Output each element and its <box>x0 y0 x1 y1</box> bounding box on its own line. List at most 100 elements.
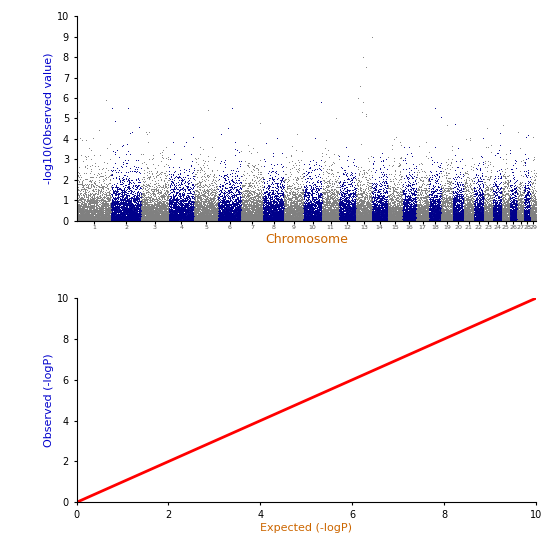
Point <box>316 196 325 205</box>
Point <box>194 203 202 211</box>
Point <box>427 216 436 224</box>
Point <box>206 213 215 222</box>
Point <box>216 216 224 225</box>
Point <box>408 206 417 215</box>
Point <box>502 205 510 213</box>
Point <box>386 183 394 192</box>
Point <box>360 204 369 213</box>
Point <box>144 214 153 223</box>
Point <box>194 201 202 210</box>
Point <box>101 211 110 220</box>
Point <box>345 212 354 221</box>
Point <box>371 215 380 224</box>
Point <box>453 205 462 213</box>
Point <box>480 194 489 203</box>
Point <box>359 206 368 215</box>
Point <box>216 211 225 219</box>
Point <box>429 205 438 214</box>
Point <box>234 207 243 216</box>
Point <box>520 205 528 214</box>
Point <box>496 216 505 224</box>
Point <box>92 486 101 495</box>
Point <box>461 215 470 223</box>
Point <box>210 194 218 203</box>
Point <box>319 205 328 213</box>
Point <box>136 216 144 225</box>
Point <box>489 203 498 211</box>
Point <box>200 214 208 223</box>
Point <box>197 186 206 195</box>
Point <box>197 206 206 215</box>
Point <box>230 207 238 216</box>
Point <box>113 213 122 222</box>
Point <box>115 212 124 221</box>
Point <box>97 171 106 180</box>
Point <box>90 215 98 224</box>
Point <box>88 489 97 498</box>
Point <box>155 209 164 217</box>
Point <box>287 196 295 205</box>
Point <box>141 198 150 207</box>
Point <box>253 206 261 215</box>
Point <box>358 173 367 182</box>
Point <box>224 203 233 212</box>
Point <box>334 209 342 217</box>
Point <box>399 195 408 204</box>
Point <box>420 212 428 221</box>
Point <box>253 192 262 200</box>
Point <box>131 464 139 473</box>
Point <box>76 204 85 212</box>
Point <box>256 181 265 190</box>
Point <box>174 213 183 222</box>
Point <box>440 216 449 224</box>
Point <box>522 216 531 224</box>
Point <box>231 212 240 221</box>
Point <box>289 206 298 215</box>
Point <box>352 212 361 221</box>
Point <box>186 206 195 215</box>
Point <box>172 210 181 219</box>
Point <box>131 197 140 205</box>
Point <box>269 211 278 219</box>
Point <box>399 210 408 219</box>
Point <box>199 216 207 224</box>
Point <box>127 466 136 475</box>
Point <box>485 176 494 185</box>
Point <box>157 191 166 199</box>
Point <box>112 208 120 217</box>
Point <box>344 195 353 204</box>
Point <box>232 198 241 207</box>
Point <box>75 496 84 505</box>
Point <box>475 184 484 193</box>
Point <box>255 216 264 224</box>
Point <box>497 206 506 215</box>
Point <box>206 206 214 215</box>
Point <box>123 204 131 213</box>
Point <box>253 216 262 224</box>
Point <box>392 188 401 197</box>
Point <box>83 198 92 206</box>
Point <box>98 483 107 492</box>
Point <box>132 216 141 225</box>
Point <box>342 170 351 179</box>
Point <box>161 200 170 209</box>
Point <box>202 419 211 428</box>
Point <box>298 210 307 219</box>
Point <box>507 215 515 223</box>
Point <box>406 204 415 213</box>
Point <box>136 211 144 219</box>
Point <box>176 209 184 218</box>
Point <box>422 215 431 223</box>
Point <box>269 213 277 222</box>
Point <box>418 214 427 223</box>
Point <box>298 207 306 216</box>
Point <box>449 207 458 216</box>
Point <box>98 215 107 223</box>
Point <box>153 202 162 211</box>
Point <box>75 496 84 505</box>
Point <box>355 197 364 206</box>
Point <box>212 215 220 223</box>
Point <box>354 211 363 220</box>
Point <box>393 213 401 222</box>
Point <box>193 180 201 188</box>
